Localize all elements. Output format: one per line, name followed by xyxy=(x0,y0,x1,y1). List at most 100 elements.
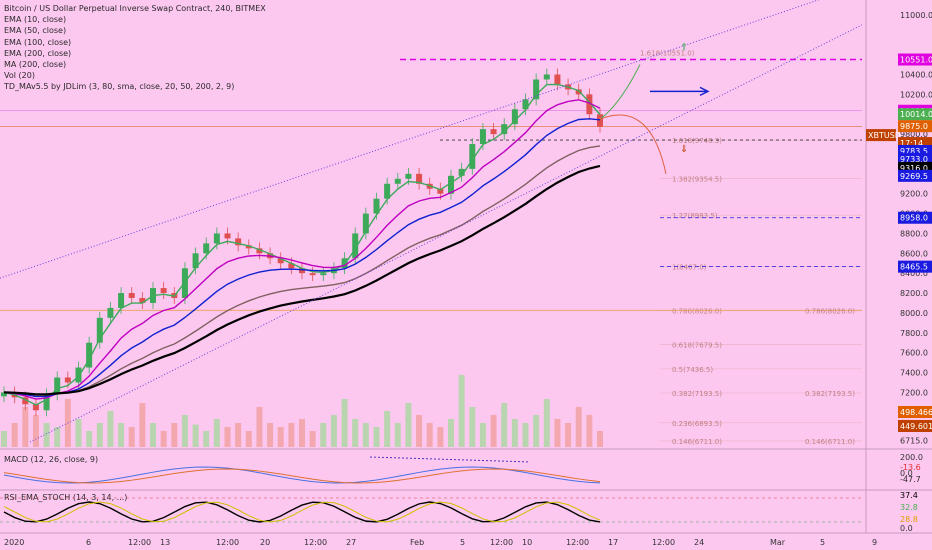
candle-body xyxy=(352,233,359,259)
ema200-line xyxy=(3,145,601,396)
volume-bar xyxy=(1,431,7,447)
time-tick-label: 12:00 xyxy=(304,538,327,547)
fib-right-label: 0.786(8026.0) xyxy=(805,307,855,315)
candle-body xyxy=(213,233,220,244)
time-axis: 2020 6 12:00 13 12:00 20 12:00 27 Feb 5 12:00 10 12:… xyxy=(4,538,877,547)
volume-bar xyxy=(139,403,146,447)
candle-body xyxy=(256,248,263,254)
volume-bar xyxy=(11,423,18,447)
legend-ema10: EMA (10, close) xyxy=(4,15,67,25)
rsi-legend: RSI_EMA_STOCH (14, 3, 14, ...) xyxy=(4,493,127,502)
volume-bar xyxy=(405,403,412,447)
volume-bar xyxy=(224,427,231,447)
fib-right-label: 0.146(6711.0) xyxy=(805,438,855,446)
candle-body xyxy=(118,293,125,308)
candle-body xyxy=(522,99,529,110)
down-scenario-arrow xyxy=(599,114,667,174)
time-tick-label: 5 xyxy=(460,538,465,547)
volume-bar xyxy=(490,415,497,447)
up-scenario-arrow xyxy=(599,64,641,120)
volume-bar xyxy=(245,431,252,447)
volume-bar xyxy=(352,419,359,447)
volume-bar xyxy=(213,419,220,447)
rsi-pane: RSI_EMA_STOCH (14, 3, 14, ...) 37.4 32.8 28… xyxy=(0,491,918,533)
volume-bar xyxy=(256,407,263,447)
volume-bar xyxy=(384,411,391,447)
price-label-bg xyxy=(898,420,932,432)
candle-body xyxy=(22,397,29,405)
rsi-tick: 0.0 xyxy=(900,524,913,533)
volume-bar xyxy=(160,431,167,447)
candle-body xyxy=(405,173,412,179)
volume-bar xyxy=(171,423,178,447)
candle-body xyxy=(288,263,295,269)
ema10-line xyxy=(3,83,601,406)
volume-bar xyxy=(86,431,93,447)
candle-body xyxy=(575,89,582,95)
candlesticks xyxy=(1,68,603,417)
price-label-bg xyxy=(898,108,932,121)
price-label: 498.466M xyxy=(900,408,932,417)
fib-levels: 1.618(9740.3) 1.382(9354.5) 1.27(8983.5) 1(… xyxy=(0,50,862,446)
volume-bar xyxy=(22,407,29,447)
candle-body xyxy=(107,307,114,318)
candle-body xyxy=(128,293,135,298)
time-tick-label: 12:00 xyxy=(566,538,589,547)
volume-bar xyxy=(150,423,156,447)
ema50-line xyxy=(3,99,601,400)
time-tick-label: 2020 xyxy=(4,538,24,547)
price-label: 9269.5 xyxy=(900,172,928,181)
volume-bar xyxy=(107,411,114,447)
price-tick-label: 7200.0 xyxy=(900,388,928,397)
candle-body xyxy=(299,268,305,274)
price-label: 10014.0 xyxy=(900,110,932,119)
price-label: 9316.0 xyxy=(900,164,928,173)
volume-bar xyxy=(181,415,188,447)
volume-bar xyxy=(75,419,82,447)
volume-bar xyxy=(597,431,603,447)
price-label: 17:14 xyxy=(900,139,923,148)
macd-tick: 0.0 xyxy=(900,469,913,478)
volume-bar xyxy=(394,423,401,447)
chart-grid xyxy=(0,0,932,534)
rsi-value-label: 37.4 xyxy=(900,491,918,500)
fib-label: 0.382(7193.5) xyxy=(672,390,722,398)
time-tick-label: 17 xyxy=(608,538,618,547)
candle-body xyxy=(203,243,210,254)
time-tick-label: 12:00 xyxy=(216,538,239,547)
fib-label: 0.618(7679.5) xyxy=(672,342,722,350)
candle-body xyxy=(416,173,423,184)
candle-body xyxy=(192,253,199,269)
volume-bar xyxy=(96,423,103,447)
candle-body xyxy=(543,74,550,80)
macd-signal-line xyxy=(3,468,601,484)
macd-divergence-line xyxy=(369,456,531,463)
candle-body xyxy=(490,129,497,135)
candle-body xyxy=(277,258,284,264)
legend-ema100: EMA (100, close) xyxy=(4,37,72,47)
candle-body xyxy=(86,342,93,368)
macd-pane: MACD (12, 26, close, 9) 200.0 0.0-13.6 -47.… xyxy=(3,453,923,484)
volume-bar xyxy=(501,403,508,447)
volume-bar xyxy=(586,415,593,447)
time-tick-label: 10 xyxy=(522,538,532,547)
volume-bar xyxy=(565,423,572,447)
candle-body xyxy=(511,109,518,125)
price-tick-label: 8800.0 xyxy=(900,229,928,238)
candle-body xyxy=(469,144,476,169)
candle-body xyxy=(479,129,486,145)
down-marker: ⇓ xyxy=(680,144,688,155)
fib-label: 0.236(6893.5) xyxy=(672,420,722,428)
candle-body xyxy=(448,175,454,194)
volume-bar xyxy=(426,423,433,447)
volume-bar xyxy=(469,407,476,447)
price-tick-label: 10400.0 xyxy=(900,71,932,80)
volume-bar xyxy=(554,419,561,447)
legend-td: TD_MAv5.5 by JDLim (3, 80, sma, close, 2… xyxy=(4,82,235,92)
price-label-bg xyxy=(866,129,896,142)
fib-label: 0.786(8026.0) xyxy=(672,307,722,315)
volume-bar xyxy=(235,423,242,447)
price-tick-label: 6715.0 xyxy=(900,437,928,446)
price-label-bg xyxy=(898,211,932,224)
